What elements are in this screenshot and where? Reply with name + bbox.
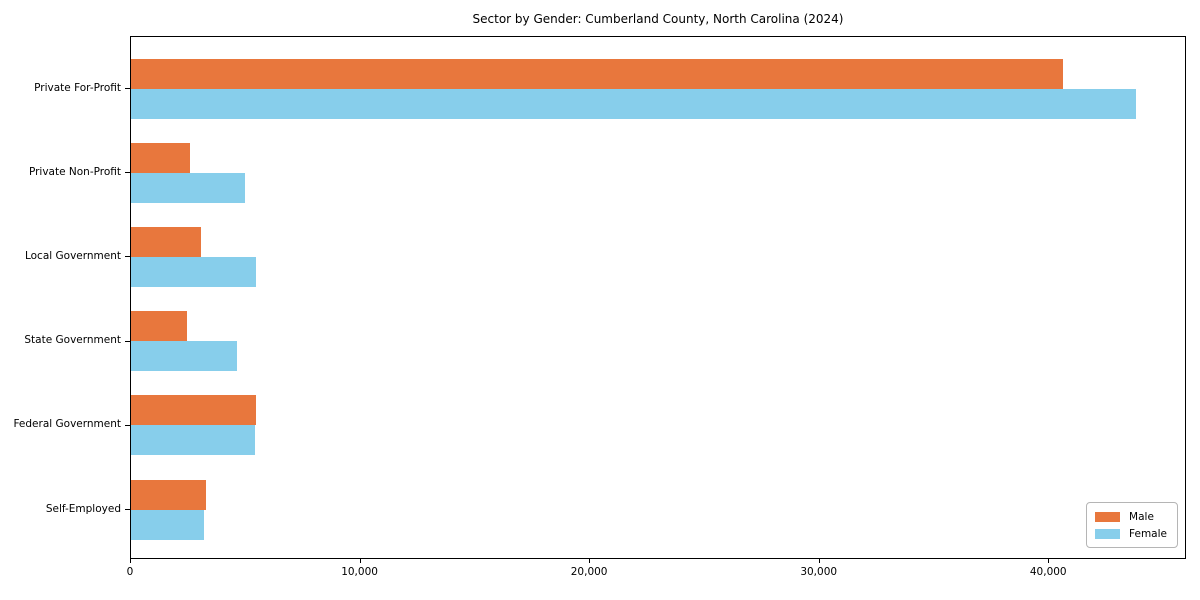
y-tick-label: Private Non-Profit (28, 165, 121, 178)
legend-item-male: Male (1095, 508, 1167, 525)
legend-label: Female (1129, 527, 1167, 540)
legend: Male Female (1086, 502, 1178, 548)
bar-male-top (131, 142, 190, 173)
y-tick-label: State Government (24, 334, 121, 347)
y-tick-label: Private For-Profit (34, 81, 121, 94)
x-tick-label: 40,000 (1029, 566, 1067, 578)
legend-label: Male (1129, 510, 1154, 523)
y-tick-mark (125, 424, 130, 426)
plot-area (130, 36, 1186, 559)
bar-female-bottom (131, 172, 245, 203)
x-tick-mark (130, 559, 131, 563)
bar-male-top (131, 479, 206, 510)
y-tick-label: Federal Government (13, 418, 121, 431)
bar-female-bottom (131, 341, 237, 372)
bar-male-top (131, 226, 202, 257)
legend-swatch-male (1095, 511, 1121, 522)
bar-female-bottom (131, 88, 1137, 119)
x-tick-mark (589, 559, 591, 563)
legend-item-female: Female (1095, 525, 1167, 542)
y-tick-mark (125, 256, 130, 258)
x-tick-label: 0 (126, 566, 134, 578)
bar-female-bottom (131, 425, 255, 456)
x-tick-label: 30,000 (800, 566, 838, 578)
bar-female-bottom (131, 256, 257, 287)
legend-swatch-female (1095, 528, 1121, 539)
x-tick-label: 20,000 (570, 566, 608, 578)
bar-male-top (131, 395, 257, 426)
y-tick-mark (125, 172, 130, 174)
x-tick-mark (818, 559, 820, 563)
x-tick-label: 10,000 (341, 566, 378, 578)
bar-male-top (131, 58, 1064, 89)
x-tick-mark (1048, 559, 1050, 563)
x-tick-mark (359, 559, 361, 563)
bar-male-top (131, 311, 188, 342)
chart-title: Sector by Gender: Cumberland County, Nor… (472, 12, 844, 26)
y-tick-mark (125, 88, 130, 89)
y-tick-mark (125, 509, 130, 510)
bar-female-bottom (131, 509, 205, 540)
y-tick-label: Self-Employed (45, 502, 121, 515)
y-tick-label: Local Government (24, 249, 121, 262)
y-tick-mark (125, 340, 130, 342)
